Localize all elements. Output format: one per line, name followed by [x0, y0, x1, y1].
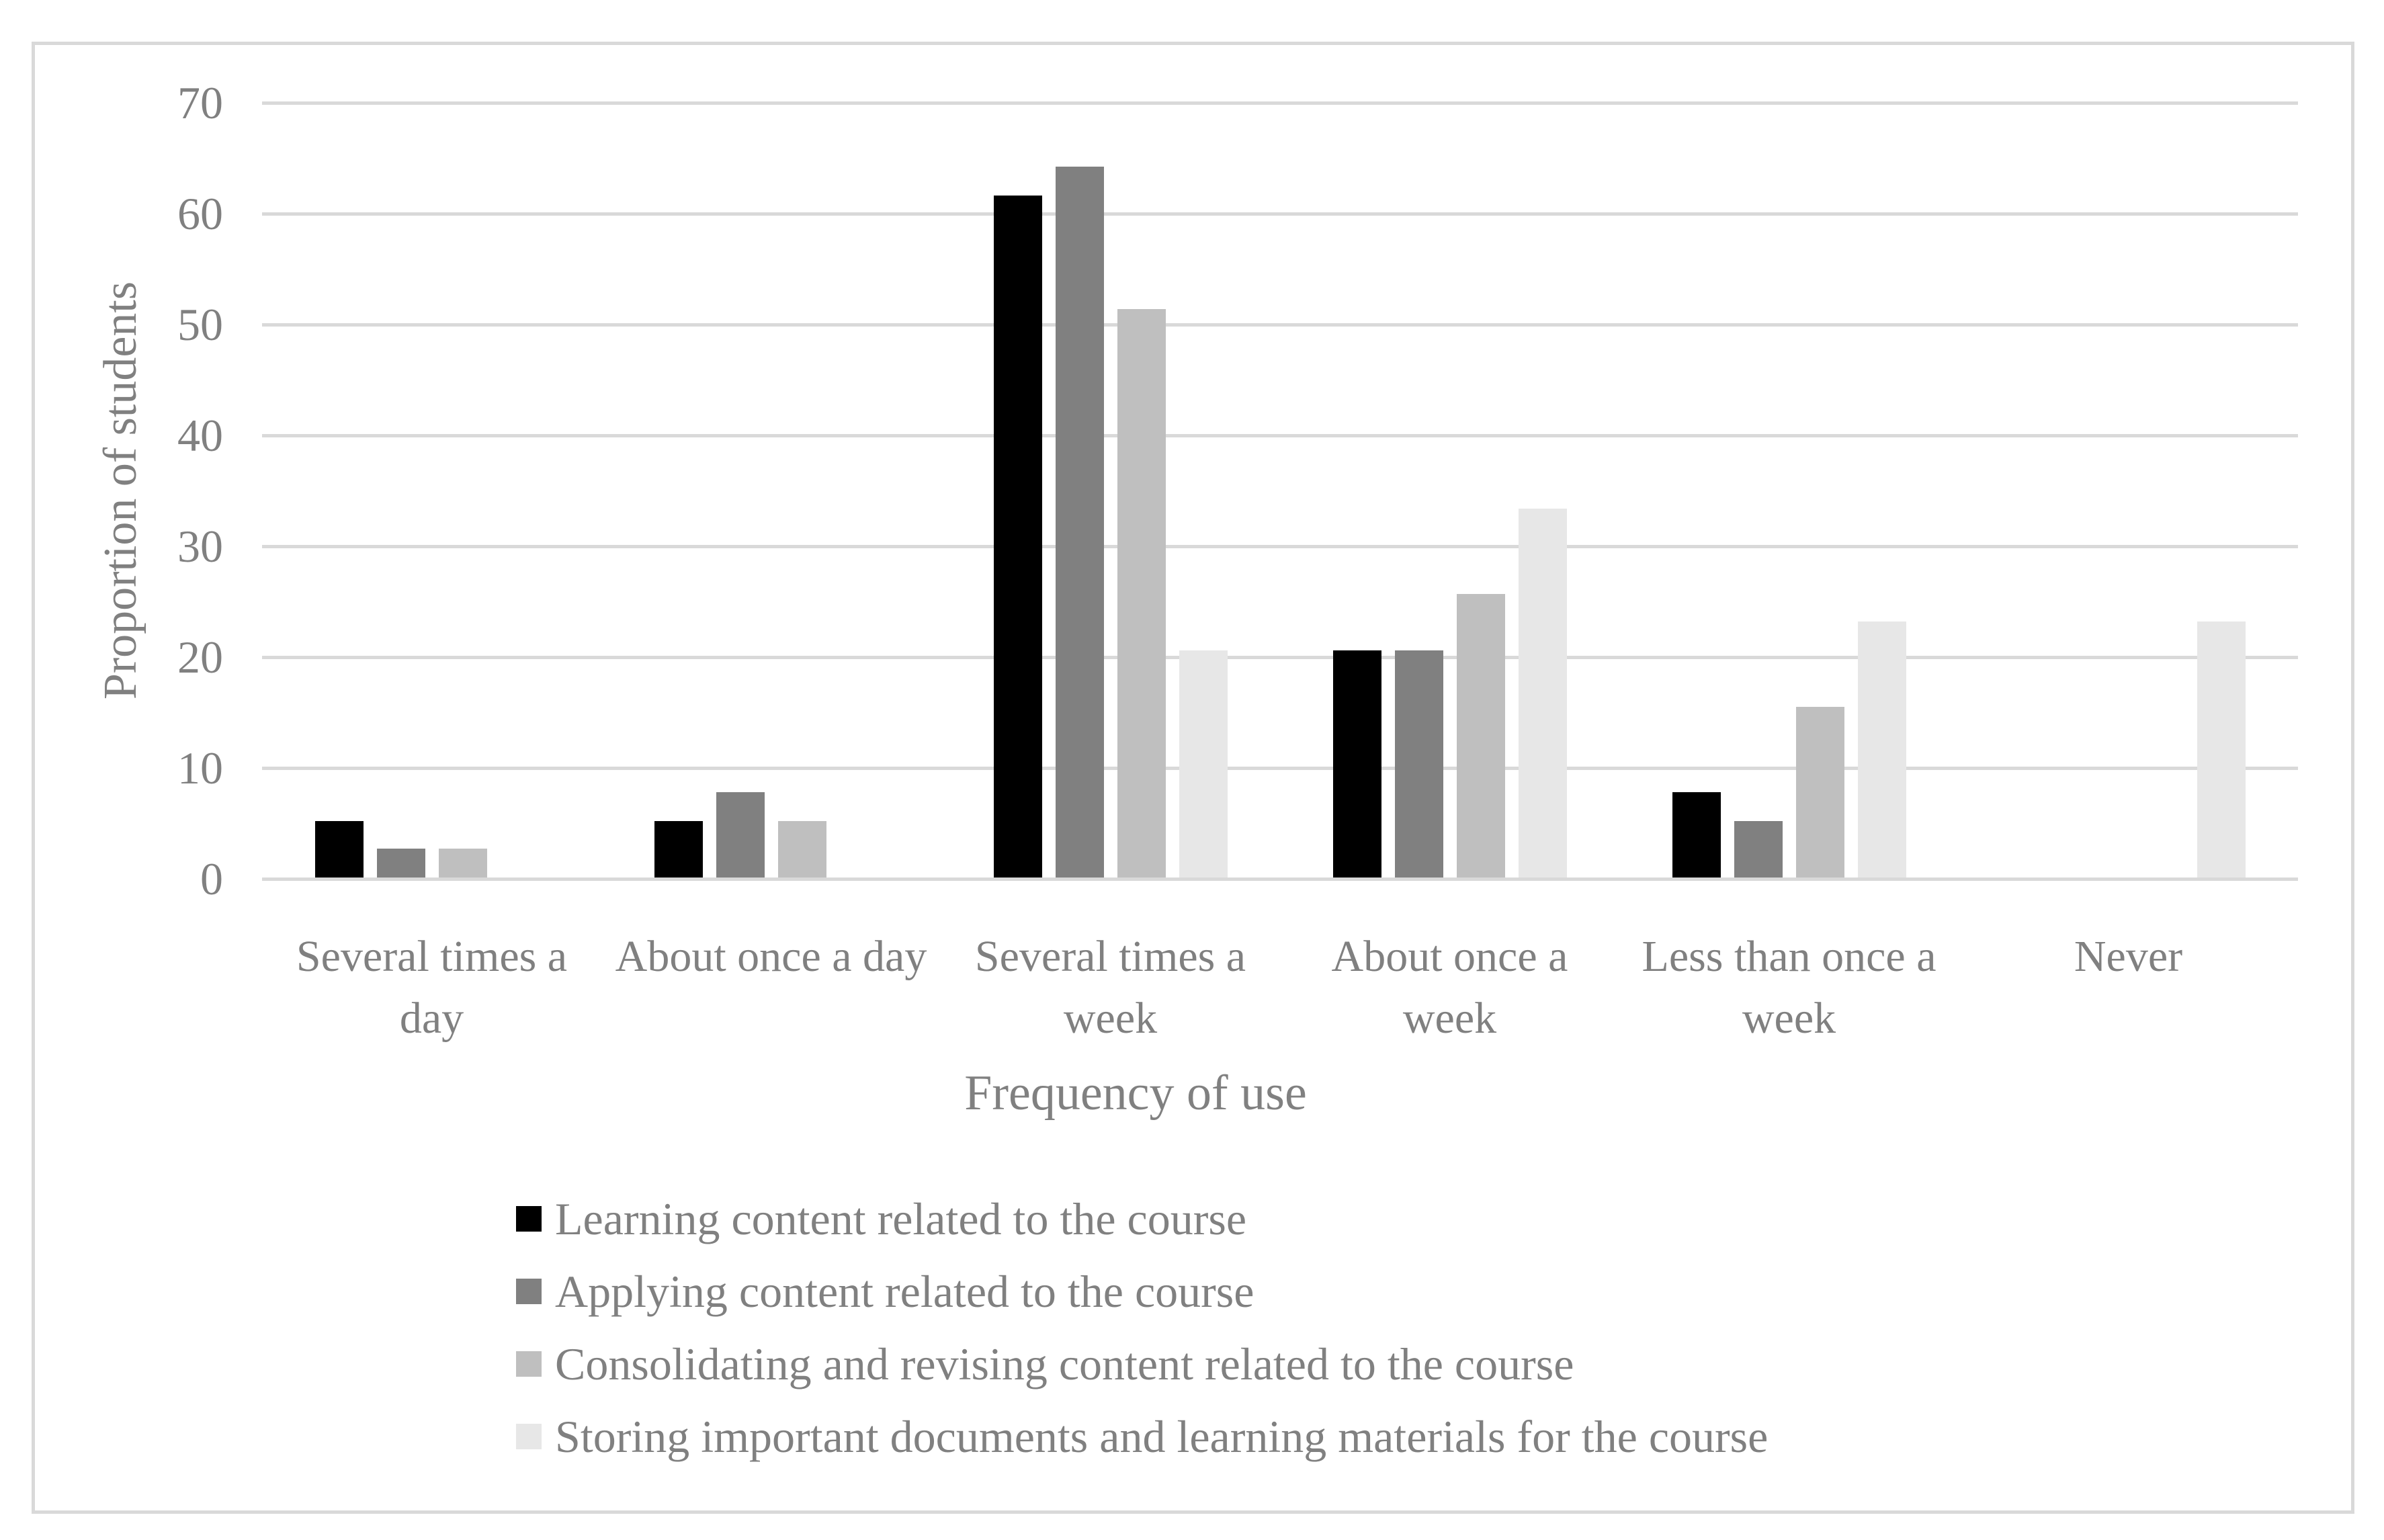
bar	[438, 849, 487, 878]
bar	[777, 820, 826, 878]
bar	[376, 849, 425, 878]
bar	[1055, 167, 1104, 878]
y-gridline	[262, 655, 2298, 659]
y-gridline	[262, 433, 2298, 437]
legend-item: Storing important documents and learning…	[516, 1400, 1768, 1473]
category-label: About once a week	[1331, 932, 1568, 1043]
chart-legend: Learning content related to the course Ap…	[516, 1183, 1768, 1473]
legend-swatch	[516, 1206, 542, 1232]
legend-swatch	[516, 1351, 542, 1377]
bar	[1179, 650, 1228, 878]
y-gridline	[262, 323, 2298, 327]
chart-plot-area	[262, 101, 2298, 881]
bar	[314, 820, 364, 878]
legend-swatch	[516, 1424, 542, 1449]
legend-item: Applying content related to the course	[516, 1255, 1768, 1328]
bar	[993, 196, 1042, 878]
y-gridline	[262, 877, 2298, 881]
bar	[1672, 792, 1721, 878]
bar	[716, 792, 765, 878]
x-axis-title: Frequency of use	[964, 1066, 1307, 1121]
y-gridline	[262, 101, 2298, 105]
legend-item: Learning content related to the course	[516, 1183, 1768, 1255]
y-tick-label: 60	[177, 188, 223, 239]
y-tick-label: 0	[200, 853, 223, 904]
y-tick-label: 40	[177, 410, 223, 461]
bar	[2197, 621, 2246, 878]
category-label: Several times a week	[974, 932, 1246, 1043]
bar	[1795, 706, 1844, 878]
legend-label: Consolidating and revising content relat…	[555, 1338, 1574, 1389]
bar	[1734, 820, 1783, 878]
y-gridline	[262, 212, 2298, 216]
category-label: Several times a day	[296, 932, 568, 1043]
legend-item: Consolidating and revising content relat…	[516, 1328, 1768, 1400]
legend-label: Applying content related to the course	[555, 1265, 1254, 1317]
y-gridline	[262, 766, 2298, 770]
category-label: About once a day	[615, 932, 927, 981]
category-label: Less than once a week	[1642, 932, 1936, 1043]
y-tick-label: 70	[177, 77, 223, 128]
bar	[1117, 308, 1166, 878]
legend-swatch	[516, 1279, 542, 1304]
category-label: Never	[2074, 932, 2183, 981]
y-axis-title: Proportion of students	[95, 281, 146, 700]
y-tick-label: 50	[177, 299, 223, 350]
bar	[1857, 621, 1906, 878]
y-tick-label: 30	[177, 521, 223, 572]
y-tick-label: 10	[177, 742, 223, 794]
legend-label: Storing important documents and learning…	[555, 1410, 1769, 1462]
bar	[1518, 508, 1567, 878]
y-tick-label: 20	[177, 632, 223, 683]
bar	[1332, 650, 1381, 878]
y-gridline	[262, 544, 2298, 548]
legend-label: Learning content related to the course	[555, 1193, 1246, 1244]
bar	[1456, 593, 1505, 878]
bar	[654, 820, 703, 878]
bar	[1394, 650, 1443, 878]
